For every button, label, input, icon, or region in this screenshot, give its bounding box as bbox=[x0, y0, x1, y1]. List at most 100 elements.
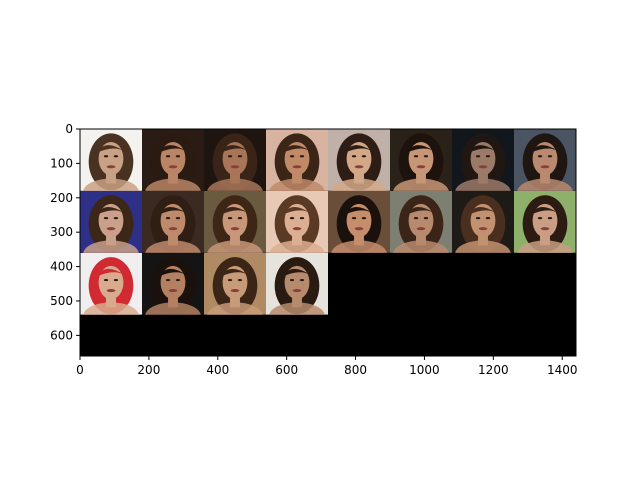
eye-shape bbox=[413, 217, 419, 220]
mouth-shape bbox=[168, 289, 178, 293]
fringe-shape bbox=[221, 268, 249, 277]
mouth-shape bbox=[106, 165, 116, 169]
fringe-shape bbox=[283, 268, 311, 277]
portrait-tile bbox=[390, 190, 452, 253]
x-tick-label: 1000 bbox=[409, 363, 440, 377]
fringe-shape bbox=[407, 206, 435, 215]
mouth-shape bbox=[106, 289, 116, 293]
shoulders-shape bbox=[269, 178, 325, 191]
neck-shape bbox=[168, 171, 178, 184]
face-shape bbox=[222, 142, 248, 176]
fringe-shape bbox=[345, 145, 373, 153]
shoulders-shape bbox=[455, 178, 511, 191]
eye-shape bbox=[103, 278, 109, 282]
mouth-shape bbox=[230, 227, 240, 231]
neck-shape bbox=[230, 233, 240, 246]
fringe-shape bbox=[283, 206, 311, 215]
eye-shape bbox=[289, 217, 295, 220]
fringe-shape bbox=[531, 206, 559, 215]
eye-shape bbox=[299, 278, 305, 282]
eye-shape bbox=[475, 217, 481, 220]
mouth-shape bbox=[168, 227, 178, 231]
neck-shape bbox=[168, 233, 178, 246]
portrait-tile bbox=[452, 129, 514, 191]
shoulders-shape bbox=[145, 240, 201, 253]
eye-shape bbox=[103, 217, 109, 220]
neck-shape bbox=[540, 233, 550, 246]
x-tick-label: 200 bbox=[137, 363, 160, 377]
eye-shape bbox=[227, 155, 233, 158]
fringe-shape bbox=[531, 145, 559, 153]
eye-shape bbox=[103, 155, 109, 158]
face-shape bbox=[98, 203, 124, 238]
face-shape bbox=[346, 203, 372, 238]
eye-shape bbox=[113, 217, 119, 220]
face-shape bbox=[160, 265, 186, 300]
x-tick-label: 1400 bbox=[547, 363, 578, 377]
shoulders-shape bbox=[207, 302, 263, 315]
x-axis: 0 200 400 600 800 1000 1200 1400 bbox=[76, 356, 577, 377]
shoulders-shape bbox=[207, 178, 263, 191]
tiles-layer bbox=[80, 129, 576, 356]
face-shape bbox=[408, 142, 434, 176]
eye-shape bbox=[475, 155, 481, 158]
shoulders-shape bbox=[393, 178, 449, 191]
x-tick-label: 400 bbox=[206, 363, 229, 377]
eye-shape bbox=[537, 217, 543, 220]
face-shape bbox=[532, 142, 558, 176]
portrait-tile bbox=[328, 190, 390, 253]
neck-shape bbox=[168, 294, 178, 308]
eye-shape bbox=[237, 217, 243, 220]
mouth-shape bbox=[292, 165, 302, 169]
neck-shape bbox=[292, 171, 302, 184]
face-shape bbox=[222, 203, 248, 238]
fringe-shape bbox=[283, 145, 311, 153]
portrait-tile bbox=[142, 190, 204, 253]
portrait-tile bbox=[142, 129, 204, 191]
face-shape bbox=[284, 265, 310, 300]
portrait-tile bbox=[80, 129, 142, 191]
eye-shape bbox=[175, 155, 181, 158]
portrait-tile bbox=[266, 252, 328, 315]
eye-shape bbox=[351, 155, 357, 158]
neck-shape bbox=[106, 294, 116, 308]
face-shape bbox=[532, 203, 558, 238]
mouth-shape bbox=[478, 165, 488, 169]
face-shape bbox=[98, 265, 124, 300]
x-tick-label: 600 bbox=[275, 363, 298, 377]
portrait-tile bbox=[452, 190, 514, 253]
fringe-shape bbox=[345, 206, 373, 215]
y-tick-label: 600 bbox=[50, 328, 73, 342]
neck-shape bbox=[354, 233, 364, 246]
x-tick-label: 0 bbox=[76, 363, 84, 377]
mouth-shape bbox=[354, 165, 364, 169]
shoulders-shape bbox=[331, 240, 387, 253]
shoulders-shape bbox=[145, 178, 201, 191]
eye-shape bbox=[299, 155, 305, 158]
eye-shape bbox=[361, 155, 367, 158]
mouth-shape bbox=[416, 227, 426, 231]
mouth-shape bbox=[230, 165, 240, 169]
portrait-tile bbox=[266, 129, 328, 191]
portrait-tile bbox=[80, 190, 142, 253]
portrait-tile bbox=[266, 190, 328, 253]
eye-shape bbox=[237, 155, 243, 158]
eye-shape bbox=[227, 278, 233, 282]
face-shape bbox=[160, 142, 186, 176]
fringe-shape bbox=[407, 145, 435, 153]
neck-shape bbox=[416, 233, 426, 246]
eye-shape bbox=[165, 217, 171, 220]
neck-shape bbox=[106, 233, 116, 246]
mouth-shape bbox=[168, 165, 178, 169]
mouth-shape bbox=[230, 289, 240, 293]
eye-shape bbox=[361, 217, 367, 220]
shoulders-shape bbox=[331, 178, 387, 191]
mouth-shape bbox=[292, 227, 302, 231]
shoulders-shape bbox=[517, 178, 573, 191]
shoulders-shape bbox=[207, 240, 263, 253]
eye-shape bbox=[175, 217, 181, 220]
eye-shape bbox=[227, 217, 233, 220]
face-shape bbox=[160, 203, 186, 238]
eye-shape bbox=[165, 155, 171, 158]
